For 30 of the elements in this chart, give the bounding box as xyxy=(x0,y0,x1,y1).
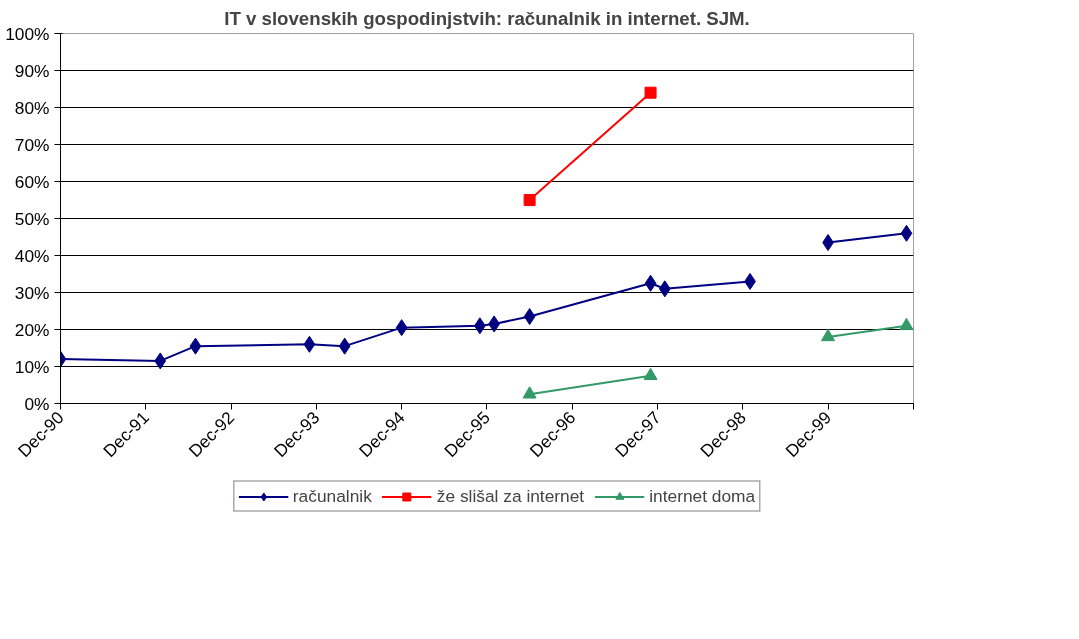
point xyxy=(523,194,536,206)
y-tick-label: 50% xyxy=(14,208,50,229)
y-tick-label: 20% xyxy=(14,319,50,340)
point xyxy=(643,367,658,380)
point xyxy=(899,317,914,331)
point xyxy=(522,386,537,399)
legend-label: internet doma xyxy=(649,485,756,507)
point xyxy=(658,280,671,298)
point xyxy=(644,86,657,99)
point xyxy=(523,308,536,326)
y-tick-label: 60% xyxy=(14,171,50,192)
y-tick-label: 100% xyxy=(5,23,50,44)
y-tick-label: 80% xyxy=(14,97,50,118)
y-tick-label: 30% xyxy=(14,282,50,303)
y-tick-label: 70% xyxy=(14,134,50,155)
point xyxy=(644,274,657,292)
point xyxy=(338,337,351,355)
point xyxy=(189,337,202,355)
legend-label: že slišal za internet xyxy=(436,485,585,507)
y-tick-label: 10% xyxy=(14,356,50,377)
point xyxy=(154,352,167,370)
y-tick-label: 40% xyxy=(14,245,50,266)
y-tick-label: 90% xyxy=(14,60,50,81)
point xyxy=(395,319,408,337)
point xyxy=(821,328,836,342)
y-tick-label: 0% xyxy=(24,393,50,414)
point xyxy=(303,335,316,353)
chart-title: IT v slovenskih gospodinjstvih: računalnik in internet. SJM. xyxy=(224,7,750,29)
legend-label: računalnik xyxy=(292,485,372,507)
point xyxy=(900,224,913,242)
